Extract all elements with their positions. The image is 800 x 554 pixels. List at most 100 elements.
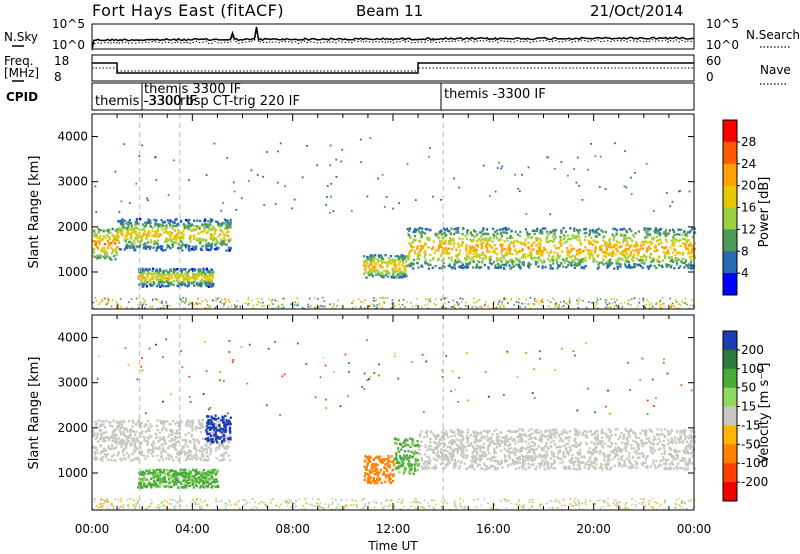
power-pixel [465, 237, 468, 240]
velocity-pixel [143, 454, 146, 457]
velocity-pixel [554, 443, 557, 446]
velocity-pixel [153, 483, 156, 487]
velocity-pixel [146, 436, 149, 439]
power-pixel [155, 230, 158, 233]
power-ground-pixel [429, 300, 431, 303]
power-pixel [671, 243, 674, 246]
power-noise-pixel [488, 195, 491, 197]
velocity-pixel [364, 459, 367, 462]
power-ground-pixel [318, 306, 320, 308]
power-pixel [139, 274, 142, 277]
power-pixel [176, 284, 179, 287]
power-pixel [221, 222, 224, 225]
velocity-pixel [479, 432, 482, 436]
power-pixel [508, 248, 511, 251]
velocity-pixel [161, 421, 164, 424]
power-ground-pixel [164, 306, 167, 308]
velocity-pixel [140, 453, 144, 456]
power-ground-pixel [533, 298, 536, 300]
power-ground-pixel [427, 298, 430, 300]
power-pixel [579, 241, 582, 244]
velocity-pixel [401, 445, 404, 449]
power-ground-pixel [502, 305, 505, 307]
power-pixel [508, 242, 511, 246]
power-pixel [671, 228, 675, 231]
power-pixel [580, 259, 584, 262]
power-pixel [166, 246, 169, 249]
velocity-pixel [193, 447, 196, 450]
velocity-pixel [227, 419, 231, 422]
power-pixel [161, 277, 165, 280]
power-pixel [211, 219, 214, 222]
power-pixel [562, 237, 565, 241]
velocity-pixel [131, 419, 134, 422]
power-ground-pixel [541, 301, 543, 303]
power-pixel [515, 239, 518, 242]
power-pixel [485, 232, 488, 235]
power-noise-pixel [392, 207, 394, 210]
power-pixel [142, 243, 145, 247]
velocity-pixel [205, 447, 208, 450]
power-pixel [583, 267, 586, 270]
power-pixel [482, 257, 485, 260]
velocity-pixel [200, 479, 203, 482]
cpid-seg-themis-pos: themis 3300 IF [144, 82, 241, 97]
velocity-pixel [425, 435, 429, 438]
velocity-pixel [136, 456, 140, 460]
power-pixel [140, 279, 143, 282]
power-ground-pixel [497, 306, 499, 309]
power-ground-pixel [679, 304, 682, 307]
power-pixel [141, 275, 144, 278]
velocity-pixel [227, 454, 230, 457]
velocity-pixel [193, 456, 197, 459]
power-pixel [400, 276, 403, 279]
power-ground-pixel [443, 298, 446, 300]
velocity-pixel [127, 456, 130, 459]
power-noise-pixel [576, 156, 579, 159]
velocity-pixel [131, 437, 134, 440]
power-pixel [197, 284, 200, 287]
velocity-pixel [154, 482, 157, 485]
velocity-pixel [376, 481, 379, 485]
velocity-pixel [171, 480, 175, 483]
power-pixel [543, 259, 546, 262]
power-pixel [208, 280, 211, 283]
power-pixel [175, 272, 178, 275]
power-ground-pixel [220, 302, 223, 304]
velocity-pixel [184, 471, 187, 474]
power-pixel [143, 230, 146, 233]
power-ground-pixel [428, 299, 430, 302]
velocity-pixel [373, 466, 376, 469]
velocity-pixel [152, 440, 155, 443]
power-pixel [528, 232, 531, 236]
power-pixel [628, 254, 631, 258]
power-ground-pixel [162, 304, 165, 307]
power-pixel [180, 240, 183, 243]
power-pixel [437, 246, 440, 250]
velocity-pixel [419, 444, 422, 447]
power-pixel [194, 228, 197, 232]
power-pixel [438, 266, 441, 270]
velocity-pixel [386, 474, 389, 477]
power-ground-pixel [230, 305, 233, 307]
velocity-pixel [146, 485, 149, 488]
velocity-pixel [210, 416, 213, 419]
power-pixel [481, 237, 484, 240]
velocity-pixel [607, 462, 610, 465]
power-pixel [172, 267, 176, 271]
power-pixel [630, 229, 633, 233]
power-pixel [693, 256, 696, 260]
power-ground-pixel [630, 304, 632, 306]
power-pixel [537, 265, 540, 268]
power-pixel [462, 266, 465, 270]
velocity-pixel [146, 419, 149, 423]
velocity-pixel [194, 453, 197, 456]
velocity-pixel [140, 442, 143, 445]
velocity-pixel [118, 424, 121, 427]
power-ground-pixel [521, 302, 523, 305]
velocity-pixel [213, 426, 216, 429]
power-pixel [225, 219, 228, 222]
power-pixel [481, 251, 484, 254]
velocity-pixel [206, 441, 209, 444]
